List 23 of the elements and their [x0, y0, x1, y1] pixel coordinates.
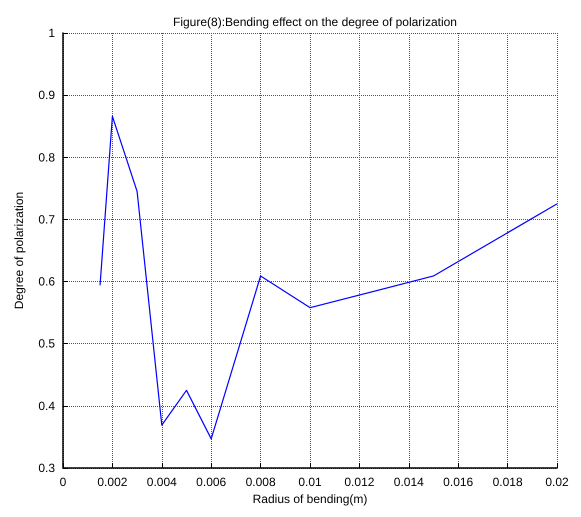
x-tick-label: 0.004 [146, 475, 178, 489]
x-tick-label: 0.008 [246, 475, 276, 489]
y-tick-label: 1 [48, 26, 56, 40]
y-tick-label: 0.3 [38, 461, 56, 475]
y-axis-title: Degree of polarization [12, 192, 26, 310]
y-tick-label: 0.5 [38, 336, 56, 351]
x-tick-label: 0 [60, 475, 67, 489]
x-tick-label: 0.002 [97, 475, 128, 489]
y-tick-label: 0.4 [38, 398, 56, 413]
x-tick-label: 0.006 [196, 475, 227, 489]
y-tick-label: 0.9 [38, 88, 56, 102]
y-tick-label: 0.8 [38, 150, 56, 164]
x-tick-label: 0.014 [394, 475, 424, 489]
x-tick-label: 0.012 [344, 475, 375, 489]
x-tick-label: 0.02 [545, 475, 569, 489]
line-series [99, 116, 558, 440]
y-tick-label: 0.7 [38, 212, 56, 226]
x-axis-title: Radius of bending(m) [252, 492, 368, 506]
y-tick-label: 0.6 [38, 274, 56, 289]
x-tick-label: 0.016 [443, 475, 474, 489]
x-tick-label: 0.018 [492, 475, 523, 489]
chart-title: Figure(8):Bending effect on the degree of polarization [173, 15, 457, 29]
x-tick-label: 0.01 [298, 475, 322, 489]
